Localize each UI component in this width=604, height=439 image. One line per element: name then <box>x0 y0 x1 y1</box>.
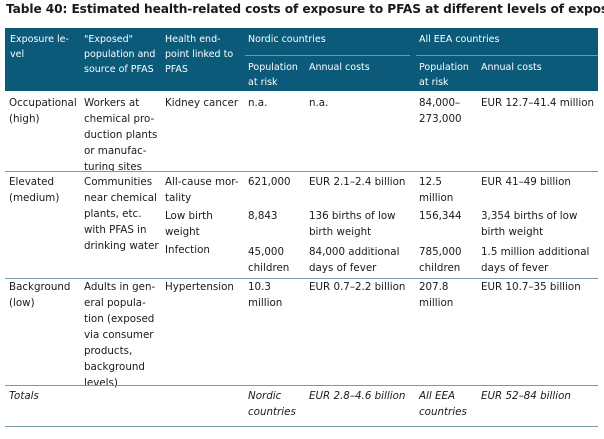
totals-eea-cost: EUR 52–84 billion <box>481 390 571 402</box>
row-background-level: Background (low) <box>9 281 71 309</box>
pfas-costs-table: Exposure le- vel "Exposed" population an… <box>5 28 598 430</box>
row-occupational-level: Occupational (high) <box>9 97 77 125</box>
table-title: Table 40: Estimated health-related costs… <box>6 2 604 16</box>
header-exposure-level: Exposure le- vel <box>10 34 69 60</box>
row-elevated-endpoint-mortality: All-cause mor- tality <box>165 176 239 204</box>
row-background-eea-cost: EUR 10.7–35 billion <box>481 281 581 293</box>
row-elevated-nordic-cost-mortality: EUR 2.1–2.4 billion <box>309 176 406 188</box>
row-elevated-nordic-pop-mortality: 621,000 <box>248 176 291 188</box>
table-header <box>5 28 598 91</box>
row-divider <box>5 278 598 279</box>
row-elevated-nordic-cost-infection: 84,000 additional days of fever <box>309 246 400 274</box>
header-nordic-annual-costs: Annual costs <box>309 62 370 73</box>
header-eea-pop-at-risk: Population at risk <box>419 62 469 88</box>
header-divider-nordic <box>245 55 410 56</box>
totals-eea-pop: All EEA countries <box>419 390 467 418</box>
row-occupational-endpoint: Kidney cancer <box>165 97 239 109</box>
header-nordic-pop-at-risk: Population at risk <box>248 62 298 88</box>
row-background-population: Adults in gen- eral popula- tion (expose… <box>84 281 156 389</box>
header-health-endpoint: Health end- point linked to PFAS <box>165 34 234 75</box>
row-elevated-eea-cost-infection: 1.5 million additional days of fever <box>481 246 590 274</box>
row-background-endpoint: Hypertension <box>165 281 234 293</box>
header-divider-eea <box>416 55 598 56</box>
header-eea-countries: All EEA countries <box>419 34 500 45</box>
row-elevated-nordic-pop-birth-weight: 8,843 <box>248 210 278 222</box>
row-elevated-population: Communities near chemical plants, etc. w… <box>84 176 159 252</box>
row-occupational-eea-pop: 84,000– 273,000 <box>419 97 462 125</box>
row-background-nordic-pop: 10.3 million <box>248 281 283 309</box>
row-elevated-endpoint-birth-weight: Low birth weight <box>165 210 213 238</box>
header-eea-annual-costs: Annual costs <box>481 62 542 73</box>
row-background-nordic-cost: EUR 0.7–2.2 billion <box>309 281 406 293</box>
row-elevated-eea-pop-infection: 785,000 children <box>419 246 462 274</box>
totals-label: Totals <box>9 390 39 402</box>
row-elevated-level: Elevated (medium) <box>9 176 60 204</box>
row-elevated-nordic-pop-infection: 45,000 children <box>248 246 290 274</box>
totals-nordic-pop: Nordic countries <box>248 390 296 418</box>
table-bottom-rule <box>5 426 598 427</box>
row-occupational-nordic-pop: n.a. <box>248 97 268 109</box>
row-divider <box>5 171 598 172</box>
row-occupational-population: Workers at chemical pro- duction plants … <box>84 97 158 173</box>
totals-nordic-cost: EUR 2.8–4.6 billion <box>309 390 406 402</box>
row-elevated-nordic-cost-birth-weight: 136 births of low birth weight <box>309 210 396 238</box>
row-occupational-nordic-cost: n.a. <box>309 97 329 109</box>
row-elevated-eea-cost-birth-weight: 3,354 births of low birth weight <box>481 210 578 238</box>
row-background-eea-pop: 207.8 million <box>419 281 454 309</box>
row-elevated-eea-pop-mortality: 12.5 million <box>419 176 454 204</box>
header-exposed-population: "Exposed" population and source of PFAS <box>84 34 156 75</box>
row-elevated-eea-pop-birth-weight: 156,344 <box>419 210 462 222</box>
row-divider <box>5 385 598 386</box>
header-nordic-countries: Nordic countries <box>248 34 326 45</box>
row-elevated-eea-cost-mortality: EUR 41–49 billion <box>481 176 571 188</box>
row-elevated-endpoint-infection: Infection <box>165 244 210 256</box>
row-occupational-eea-cost: EUR 12.7–41.4 million <box>481 97 595 109</box>
